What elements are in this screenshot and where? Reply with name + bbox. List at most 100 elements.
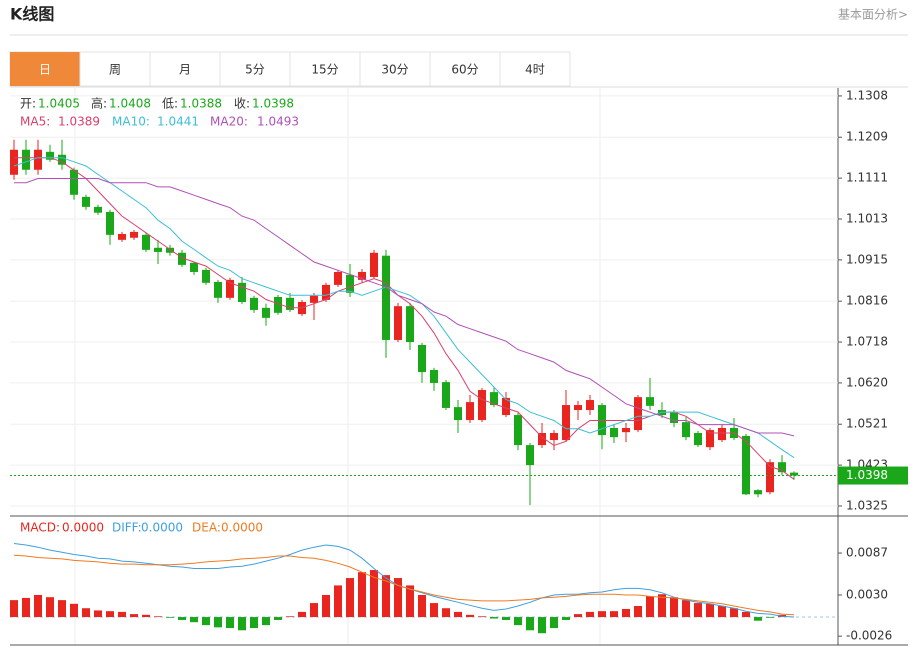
candle-body [82, 196, 90, 207]
y-tick-label: -0.0026 [846, 629, 892, 643]
candle-body [382, 255, 390, 340]
macd-bar [154, 616, 162, 618]
candle-body [274, 296, 282, 313]
macd-bar [466, 614, 474, 618]
last-price-box [838, 466, 908, 485]
macd-bar [334, 585, 342, 618]
macd-bar [322, 594, 330, 618]
candle-body [130, 231, 138, 238]
candle-body [322, 284, 330, 300]
macd-bar [190, 617, 198, 623]
ma-legend-value: 1.0441 [157, 115, 199, 129]
tab[interactable]: 30分 [381, 63, 408, 77]
candle-body [754, 490, 762, 495]
macd-bar [310, 603, 318, 618]
macd-bar [670, 597, 678, 618]
tab[interactable]: 5分 [245, 63, 265, 77]
macd-bar [358, 572, 366, 618]
candle-body [46, 151, 54, 160]
y-tick-label: 1.0718 [846, 335, 888, 349]
macd-bar [442, 608, 450, 618]
candle-body [358, 271, 366, 280]
y-tick-label: 1.0816 [846, 294, 888, 308]
macd-bar [502, 617, 510, 620]
candle-body [454, 407, 462, 421]
tab[interactable]: 15分 [311, 63, 338, 77]
candle-body [538, 432, 546, 446]
macd-bar [298, 611, 306, 618]
tab[interactable]: 月 [179, 63, 191, 77]
macd-bar [418, 594, 426, 618]
candle-body [406, 306, 414, 343]
candle-body [286, 297, 294, 310]
macd-bar [718, 606, 726, 618]
candle-body [646, 397, 654, 406]
macd-bar [658, 594, 666, 618]
macd-bar [178, 617, 186, 620]
candle-body [682, 422, 690, 438]
macd-bar [226, 617, 234, 629]
candle-body [142, 234, 150, 250]
ma-legend-name: MA20: [210, 115, 248, 129]
candle-body [334, 271, 342, 285]
candle-body [490, 392, 498, 406]
page-title: K线图 [10, 5, 54, 24]
macd-bar [94, 610, 102, 618]
candle-body [178, 252, 186, 265]
macd-bar [730, 608, 738, 618]
macd-bar [598, 611, 606, 618]
candle-body [478, 390, 486, 421]
ma-legend-value: 1.0493 [257, 115, 299, 129]
candle-body [250, 297, 258, 310]
macd-bar [274, 617, 282, 620]
macd-bar [118, 611, 126, 618]
macd-bar [634, 606, 642, 618]
fundamental-link[interactable]: 基本面分析> [838, 8, 908, 22]
macd-bar [130, 614, 138, 618]
candle-body [718, 427, 726, 441]
candle-body [430, 369, 438, 383]
macd-legend-name: DEA: [192, 521, 221, 535]
macd-legend-value: 0.0000 [62, 521, 104, 535]
candle-body [526, 445, 534, 466]
macd-legend-value: 0.0000 [221, 521, 263, 535]
ma-legend-name: MA10: [112, 115, 150, 129]
macd-bar [370, 569, 378, 618]
ohlc-label: 开: [20, 97, 36, 111]
candle-body [238, 282, 246, 302]
candle-body [442, 382, 450, 408]
candle-body [574, 405, 582, 411]
macd-bar [610, 611, 618, 618]
tab-bar: 日 周 月 5分 15分 30分 60分 4时 [9, 51, 571, 87]
last-price-label: 1.0398 [846, 468, 888, 482]
tab[interactable]: 60分 [451, 63, 478, 77]
tab[interactable]: 4时 [525, 63, 545, 77]
indicator-line [13, 157, 795, 459]
tab-active[interactable] [10, 52, 80, 86]
candle-body [214, 281, 222, 298]
candle-body [502, 397, 510, 416]
macd-bar [682, 600, 690, 618]
macd-bar [394, 578, 402, 618]
macd-bar [46, 597, 54, 618]
tab[interactable]: 周 [109, 63, 121, 77]
y-tick-label: 0.0087 [846, 546, 888, 560]
macd-bar [262, 617, 270, 626]
candle-body [670, 412, 678, 423]
ohlc-value: 1.0408 [109, 97, 151, 111]
y-tick-label: 1.1209 [846, 130, 888, 144]
macd-bar [106, 611, 114, 618]
macd-bar [202, 617, 210, 626]
macd-bar [286, 616, 294, 618]
candle-body [586, 400, 594, 411]
indicator-line [13, 554, 795, 616]
tab[interactable]: 日 [39, 63, 51, 77]
candle-body [262, 307, 270, 318]
macd-bar [82, 608, 90, 618]
candle-body [370, 252, 378, 277]
macd-bar [694, 603, 702, 618]
candle-body [394, 306, 402, 340]
macd-legend-value: 0.0000 [141, 521, 183, 535]
candle-body [118, 234, 126, 240]
macd-bar [646, 596, 654, 618]
